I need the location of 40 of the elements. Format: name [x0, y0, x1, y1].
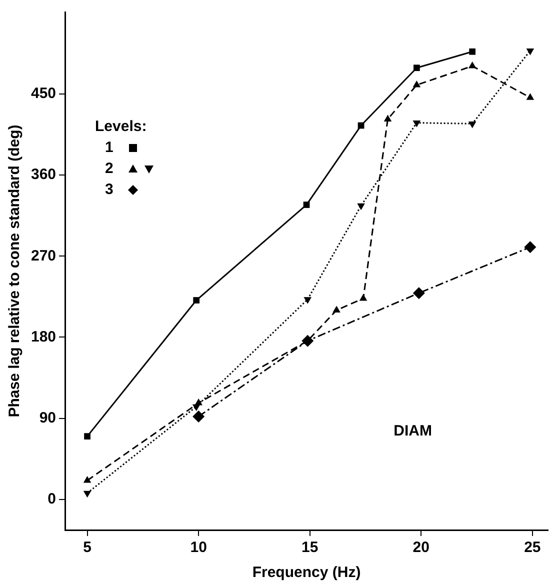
point: [84, 433, 90, 440]
point: [194, 398, 202, 406]
point: [526, 93, 534, 100]
x-tick-label: 5: [83, 539, 92, 556]
point: [83, 490, 92, 498]
x-tick-label: 20: [412, 539, 430, 556]
point: [384, 114, 392, 122]
point: [303, 202, 310, 208]
legend-title: Levels:: [95, 117, 148, 137]
y-tick-label: 360: [30, 166, 56, 184]
legend-label: 2: [105, 159, 114, 179]
y-tick-label: 90: [39, 409, 56, 426]
point: [412, 80, 421, 88]
x-tick-label: 10: [190, 539, 207, 556]
y-axis-title: Phase lag relative to cone standard (deg): [6, 124, 24, 418]
y-tick-label: 180: [30, 328, 56, 346]
point: [469, 48, 476, 55]
point: [468, 62, 476, 68]
point: [526, 48, 534, 56]
point: [412, 120, 421, 128]
point: [332, 306, 340, 312]
x-tick-label: 15: [302, 539, 318, 556]
point: [412, 287, 425, 300]
point: [468, 121, 476, 128]
point: [357, 203, 365, 210]
legend-label: 1: [105, 138, 114, 158]
point: [304, 297, 312, 304]
point: [193, 297, 200, 304]
point: [359, 294, 368, 301]
x-axis-title: Frequency (Hz): [252, 564, 361, 582]
x-tick-label: 25: [524, 539, 541, 556]
point: [524, 241, 536, 254]
point: [83, 476, 92, 483]
y-tick-label: 270: [30, 247, 56, 264]
point: [414, 64, 420, 72]
legend-label: 3: [105, 180, 114, 200]
annotation: DIAM: [394, 422, 432, 440]
y-tick-label: 450: [30, 85, 56, 102]
y-tick-label: 0: [48, 490, 56, 508]
point: [192, 410, 205, 422]
